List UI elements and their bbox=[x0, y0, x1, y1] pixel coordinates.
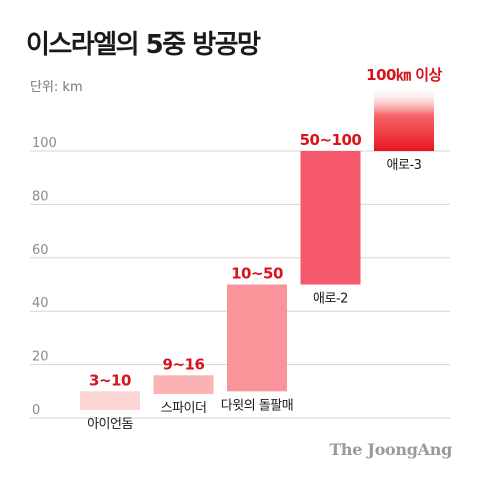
bar-애로-3 bbox=[374, 86, 434, 151]
y-tick-label-60: 60 bbox=[32, 243, 49, 258]
bar-다윗의 돌팔매 bbox=[227, 284, 287, 392]
unit-label: 단위: km bbox=[30, 80, 83, 95]
value-label-스파이더: 9~16 bbox=[163, 355, 205, 373]
bar-아이언돔 bbox=[80, 391, 140, 410]
category-label-애로-2: 애로-2 bbox=[313, 292, 348, 307]
source-credit: The JoongAng bbox=[329, 440, 452, 459]
bar-스파이더 bbox=[153, 375, 214, 394]
y-tick-label-100: 100 bbox=[32, 136, 57, 151]
value-label-애로-2: 50~100 bbox=[300, 131, 362, 149]
category-label-다윗의 돌팔매: 다윗의 돌팔매 bbox=[221, 398, 293, 413]
y-tick-label-0: 0 bbox=[32, 403, 40, 418]
value-label-다윗의 돌팔매: 10~50 bbox=[231, 265, 283, 283]
category-label-애로-3: 애로-3 bbox=[387, 158, 422, 173]
y-tick-label-20: 20 bbox=[32, 350, 49, 365]
chart-title: 이스라엘의 5중 방공망 bbox=[26, 30, 261, 60]
category-label-아이언돔: 아이언돔 bbox=[87, 417, 133, 432]
y-tick-label-80: 80 bbox=[32, 189, 49, 204]
category-label-스파이더: 스파이더 bbox=[161, 401, 207, 416]
value-label-애로-3: 100㎞ 이상 bbox=[366, 66, 442, 84]
y-tick-label-40: 40 bbox=[32, 296, 49, 311]
value-label-아이언돔: 3~10 bbox=[89, 371, 131, 389]
bar-애로-2 bbox=[300, 151, 361, 285]
